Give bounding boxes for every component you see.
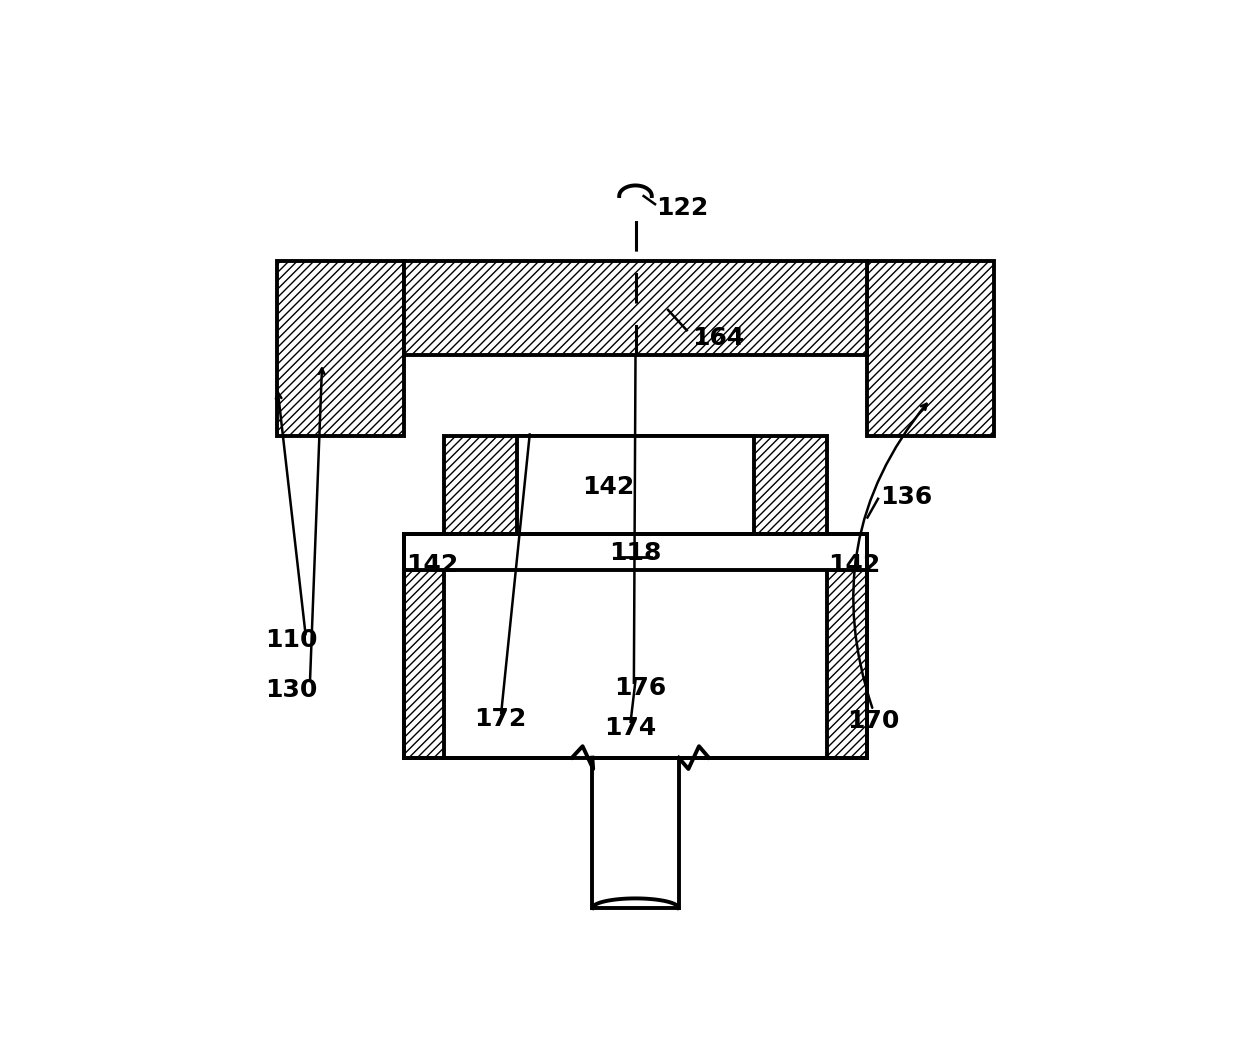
Bar xyxy=(593,758,678,908)
Text: 174: 174 xyxy=(605,717,657,740)
Bar xyxy=(278,261,403,437)
Bar xyxy=(444,437,827,534)
Bar xyxy=(444,571,827,758)
Bar xyxy=(403,534,444,758)
Text: 118: 118 xyxy=(609,541,662,565)
Text: 170: 170 xyxy=(847,709,899,733)
Bar xyxy=(868,261,993,437)
Bar xyxy=(517,437,754,534)
Text: 110: 110 xyxy=(265,628,317,651)
Bar xyxy=(827,534,868,758)
Bar xyxy=(403,534,868,571)
Text: 164: 164 xyxy=(692,327,745,351)
Text: 172: 172 xyxy=(475,707,527,731)
Text: 130: 130 xyxy=(265,678,317,702)
Text: 122: 122 xyxy=(656,197,708,220)
Text: 142: 142 xyxy=(828,553,880,577)
Text: 176: 176 xyxy=(614,676,667,701)
Text: 142: 142 xyxy=(583,475,635,499)
Bar xyxy=(403,261,868,355)
Bar xyxy=(403,534,868,758)
Text: 142: 142 xyxy=(405,553,459,577)
Text: 136: 136 xyxy=(879,485,932,509)
